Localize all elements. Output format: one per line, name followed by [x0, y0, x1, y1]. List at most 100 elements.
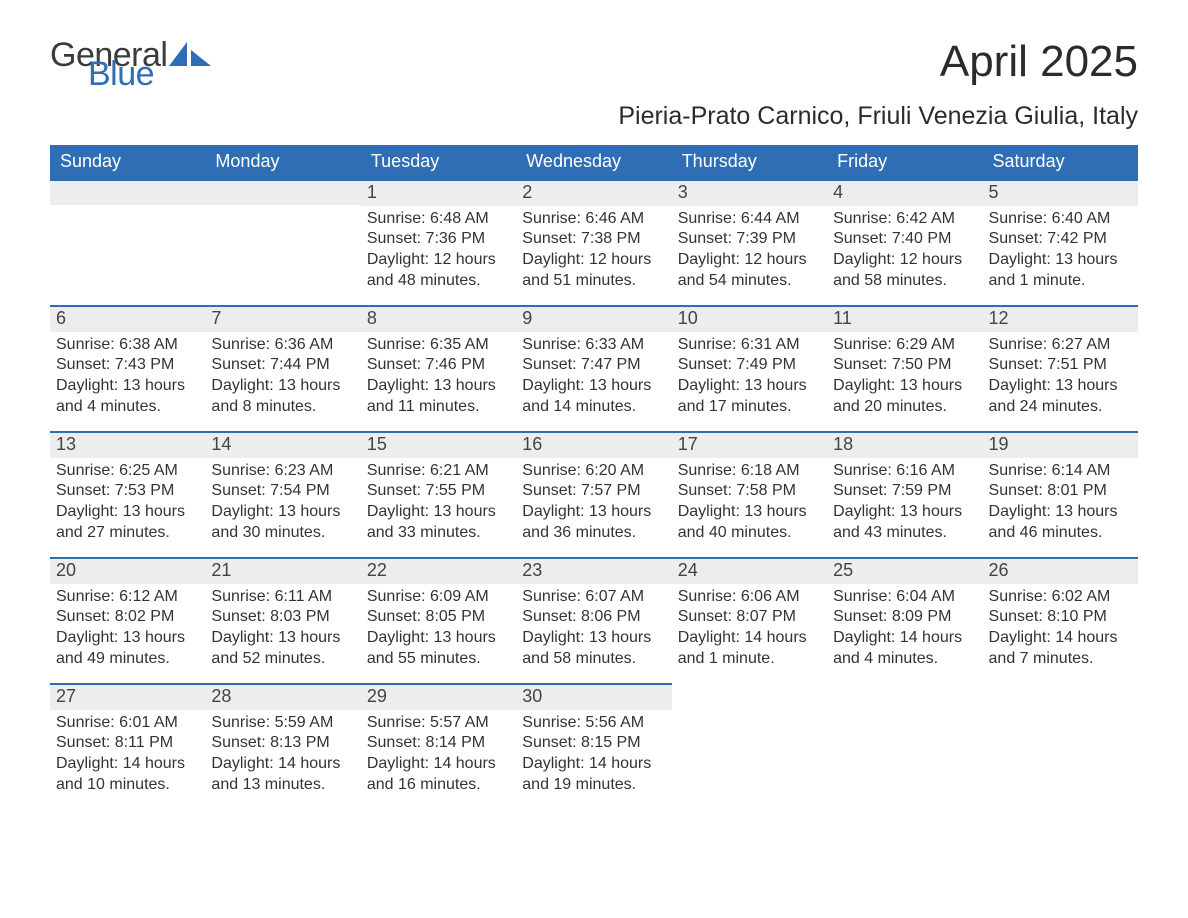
sunrise-line: Sunrise: 6:46 AM	[522, 209, 665, 230]
day-details: Sunrise: 6:02 AMSunset: 8:10 PMDaylight:…	[983, 584, 1138, 682]
daylight-line: Daylight: 13 hours and 58 minutes.	[522, 628, 665, 670]
daylight-line: Daylight: 13 hours and 27 minutes.	[56, 502, 199, 544]
sunset-line: Sunset: 7:57 PM	[522, 481, 665, 502]
sunrise-line: Sunrise: 6:01 AM	[56, 713, 199, 734]
sunrise-line: Sunrise: 6:09 AM	[367, 587, 510, 608]
day-cell: 8Sunrise: 6:35 AMSunset: 7:46 PMDaylight…	[361, 305, 516, 431]
daylight-line: Daylight: 13 hours and 36 minutes.	[522, 502, 665, 544]
day-details: Sunrise: 6:12 AMSunset: 8:02 PMDaylight:…	[50, 584, 205, 682]
day-number: 12	[983, 307, 1138, 332]
day-number: 19	[983, 433, 1138, 458]
day-details: Sunrise: 6:25 AMSunset: 7:53 PMDaylight:…	[50, 458, 205, 556]
day-number: 2	[516, 181, 671, 206]
week-row: 20Sunrise: 6:12 AMSunset: 8:02 PMDayligh…	[50, 557, 1138, 683]
week-row: 6Sunrise: 6:38 AMSunset: 7:43 PMDaylight…	[50, 305, 1138, 431]
daylight-line: Daylight: 13 hours and 30 minutes.	[211, 502, 354, 544]
day-number: 23	[516, 559, 671, 584]
day-number: 25	[827, 559, 982, 584]
daylight-line: Daylight: 14 hours and 4 minutes.	[833, 628, 976, 670]
day-number: 7	[205, 307, 360, 332]
day-number: 28	[205, 685, 360, 710]
sunset-line: Sunset: 8:07 PM	[678, 607, 821, 628]
daylight-line: Daylight: 13 hours and 11 minutes.	[367, 376, 510, 418]
day-cell	[672, 683, 827, 809]
week-row: 1Sunrise: 6:48 AMSunset: 7:36 PMDaylight…	[50, 179, 1138, 305]
sunrise-line: Sunrise: 6:02 AM	[989, 587, 1132, 608]
sunrise-line: Sunrise: 6:16 AM	[833, 461, 976, 482]
daylight-line: Daylight: 13 hours and 8 minutes.	[211, 376, 354, 418]
day-number: 22	[361, 559, 516, 584]
daylight-line: Daylight: 13 hours and 49 minutes.	[56, 628, 199, 670]
sunrise-line: Sunrise: 6:27 AM	[989, 335, 1132, 356]
daylight-line: Daylight: 14 hours and 19 minutes.	[522, 754, 665, 796]
sunrise-line: Sunrise: 6:36 AM	[211, 335, 354, 356]
sunset-line: Sunset: 8:03 PM	[211, 607, 354, 628]
day-cell: 26Sunrise: 6:02 AMSunset: 8:10 PMDayligh…	[983, 557, 1138, 683]
day-number: 13	[50, 433, 205, 458]
sunset-line: Sunset: 8:05 PM	[367, 607, 510, 628]
daylight-line: Daylight: 13 hours and 4 minutes.	[56, 376, 199, 418]
sunrise-line: Sunrise: 5:57 AM	[367, 713, 510, 734]
week-row: 13Sunrise: 6:25 AMSunset: 7:53 PMDayligh…	[50, 431, 1138, 557]
day-details: Sunrise: 5:59 AMSunset: 8:13 PMDaylight:…	[205, 710, 360, 808]
day-number: 17	[672, 433, 827, 458]
header: General Blue April 2025 Pieria-Prato Car…	[50, 40, 1138, 131]
day-number: 27	[50, 685, 205, 710]
day-cell	[827, 683, 982, 809]
sunset-line: Sunset: 8:14 PM	[367, 733, 510, 754]
sunset-line: Sunset: 7:53 PM	[56, 481, 199, 502]
day-number: 9	[516, 307, 671, 332]
sunset-line: Sunset: 8:15 PM	[522, 733, 665, 754]
day-cell: 27Sunrise: 6:01 AMSunset: 8:11 PMDayligh…	[50, 683, 205, 809]
sunset-line: Sunset: 7:39 PM	[678, 229, 821, 250]
title-block: April 2025 Pieria-Prato Carnico, Friuli …	[618, 40, 1138, 131]
day-cell: 4Sunrise: 6:42 AMSunset: 7:40 PMDaylight…	[827, 179, 982, 305]
daylight-line: Daylight: 13 hours and 55 minutes.	[367, 628, 510, 670]
daylight-line: Daylight: 13 hours and 24 minutes.	[989, 376, 1132, 418]
day-cell: 3Sunrise: 6:44 AMSunset: 7:39 PMDaylight…	[672, 179, 827, 305]
sunset-line: Sunset: 7:44 PM	[211, 355, 354, 376]
day-number: 30	[516, 685, 671, 710]
day-cell: 17Sunrise: 6:18 AMSunset: 7:58 PMDayligh…	[672, 431, 827, 557]
weekday-header: Friday	[827, 145, 982, 179]
sunrise-line: Sunrise: 6:18 AM	[678, 461, 821, 482]
day-number: 5	[983, 181, 1138, 206]
day-details: Sunrise: 6:11 AMSunset: 8:03 PMDaylight:…	[205, 584, 360, 682]
sunrise-line: Sunrise: 5:56 AM	[522, 713, 665, 734]
sunset-line: Sunset: 7:54 PM	[211, 481, 354, 502]
day-cell: 20Sunrise: 6:12 AMSunset: 8:02 PMDayligh…	[50, 557, 205, 683]
day-cell: 10Sunrise: 6:31 AMSunset: 7:49 PMDayligh…	[672, 305, 827, 431]
sunset-line: Sunset: 8:10 PM	[989, 607, 1132, 628]
sunset-line: Sunset: 8:01 PM	[989, 481, 1132, 502]
sunset-line: Sunset: 8:13 PM	[211, 733, 354, 754]
sunrise-line: Sunrise: 6:04 AM	[833, 587, 976, 608]
day-cell	[983, 683, 1138, 809]
daylight-line: Daylight: 14 hours and 16 minutes.	[367, 754, 510, 796]
day-number: 24	[672, 559, 827, 584]
logo: General Blue	[50, 40, 213, 89]
day-number: 6	[50, 307, 205, 332]
daylight-line: Daylight: 13 hours and 17 minutes.	[678, 376, 821, 418]
sunset-line: Sunset: 8:02 PM	[56, 607, 199, 628]
day-cell: 14Sunrise: 6:23 AMSunset: 7:54 PMDayligh…	[205, 431, 360, 557]
day-details: Sunrise: 6:27 AMSunset: 7:51 PMDaylight:…	[983, 332, 1138, 430]
sunset-line: Sunset: 7:58 PM	[678, 481, 821, 502]
sunrise-line: Sunrise: 6:07 AM	[522, 587, 665, 608]
sunrise-line: Sunrise: 6:29 AM	[833, 335, 976, 356]
sunset-line: Sunset: 7:38 PM	[522, 229, 665, 250]
sunset-line: Sunset: 7:51 PM	[989, 355, 1132, 376]
day-number: 20	[50, 559, 205, 584]
sunrise-line: Sunrise: 6:33 AM	[522, 335, 665, 356]
day-details: Sunrise: 6:42 AMSunset: 7:40 PMDaylight:…	[827, 206, 982, 304]
sunrise-line: Sunrise: 6:35 AM	[367, 335, 510, 356]
day-number: 26	[983, 559, 1138, 584]
day-cell: 12Sunrise: 6:27 AMSunset: 7:51 PMDayligh…	[983, 305, 1138, 431]
sunrise-line: Sunrise: 6:06 AM	[678, 587, 821, 608]
daylight-line: Daylight: 14 hours and 1 minute.	[678, 628, 821, 670]
logo-text-blue: Blue	[88, 60, 213, 89]
sunrise-line: Sunrise: 6:20 AM	[522, 461, 665, 482]
sunrise-line: Sunrise: 6:14 AM	[989, 461, 1132, 482]
day-cell: 5Sunrise: 6:40 AMSunset: 7:42 PMDaylight…	[983, 179, 1138, 305]
sunrise-line: Sunrise: 6:38 AM	[56, 335, 199, 356]
day-cell: 30 Sunrise: 5:56 AMSunset: 8:15 PMDayligh…	[516, 683, 671, 809]
